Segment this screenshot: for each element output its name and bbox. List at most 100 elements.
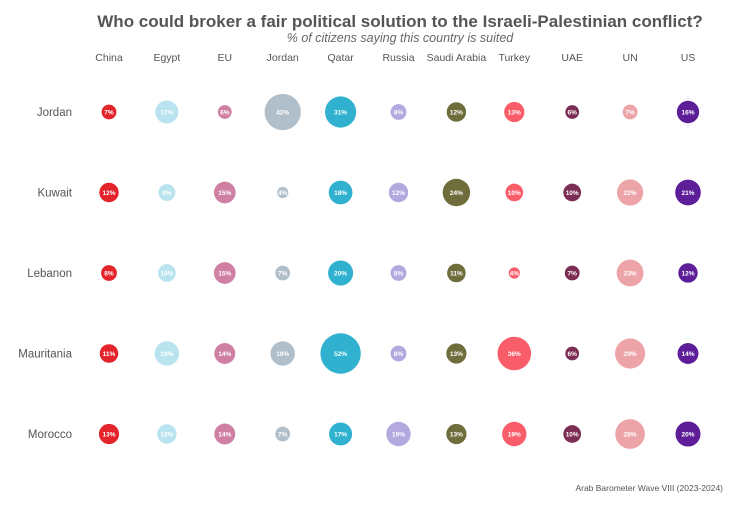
bubble-jordan-jordan-label: 42% <box>276 109 289 116</box>
bubble-lebanon-jordan-label: 7% <box>278 270 288 277</box>
bubble-jordan-jordan <box>264 93 301 131</box>
bubble-mauritania-qatar-label: 52% <box>334 351 347 358</box>
bubble-kuwait-egypt <box>158 184 176 201</box>
bubble-kuwait-qatar-label: 18% <box>334 190 347 197</box>
column-labels: China Egypt EU Jordan Qatar Russia Saudi Arabi… <box>95 52 695 64</box>
bubble-mauritania-saudi-arabia-label: 13% <box>450 351 463 358</box>
bubble-jordan-russia <box>390 104 407 120</box>
bubble-lebanon-eu-label: 15% <box>218 270 231 277</box>
bubble-jordan-saudi-arabia <box>446 102 467 122</box>
bubble-mauritania-un-label: 29% <box>624 351 637 358</box>
bubble-lebanon-egypt <box>158 264 176 282</box>
bubble-morocco-un-label: 28% <box>624 431 637 438</box>
bubble-morocco-saudi-arabia <box>446 423 467 445</box>
bubble-morocco-qatar <box>329 422 353 446</box>
bubble-kuwait-us <box>675 179 701 206</box>
bubble-mauritania-uae-label: 6% <box>567 351 577 358</box>
bubble-morocco-egypt-label: 12% <box>160 431 173 438</box>
bubble-morocco-us-label: 20% <box>681 431 694 438</box>
bubble-jordan-qatar <box>325 96 357 128</box>
bubble-mauritania-russia-label: 8% <box>394 351 404 358</box>
column-label-qatar: Qatar <box>327 52 354 64</box>
bubble-mauritania-china <box>99 344 119 363</box>
bubble-jordan-egypt-label: 17% <box>160 109 173 116</box>
bubble-kuwait-turkey-label: 10% <box>508 190 521 197</box>
bubble-kuwait-uae-label: 10% <box>566 190 579 197</box>
bubble-morocco-uae-label: 10% <box>566 431 579 438</box>
bubble-morocco-un <box>615 419 645 449</box>
bubble-kuwait-china <box>99 182 119 203</box>
bubble-jordan-us <box>676 100 700 124</box>
bubble-mauritania-un <box>615 338 646 369</box>
bubble-kuwait-russia-label: 12% <box>392 190 405 197</box>
bubble-lebanon-qatar-label: 20% <box>334 270 347 277</box>
bubble-mauritania-eu-label: 14% <box>218 351 231 358</box>
bubble-mauritania-china-label: 11% <box>103 351 116 358</box>
bubble-mauritania-saudi-arabia <box>446 343 467 364</box>
bubble-kuwait-un <box>616 179 644 206</box>
bubble-lebanon-us-label: 12% <box>681 270 694 277</box>
column-label-egypt: Egypt <box>153 52 180 64</box>
bubble-kuwait-saudi-arabia-label: 24% <box>450 190 463 197</box>
bubble-mauritania-egypt <box>154 341 180 366</box>
bubble-mauritania-qatar <box>320 333 361 374</box>
bubble-lebanon-egypt-label: 10% <box>160 270 173 277</box>
bubble-lebanon-turkey-label: 4% <box>510 270 520 277</box>
bubble-jordan-eu-label: 6% <box>220 109 230 116</box>
bubbles: 7% 17% 6% 42% 31% 8% 12% 13% 6% 7% 16% 12% 9% 15% 4% 18… <box>98 93 701 449</box>
row-label-kuwait: Kuwait <box>37 188 72 200</box>
bubble-mauritania-jordan-label: 19% <box>276 351 289 358</box>
row-label-mauritania: Mauritania <box>18 349 72 361</box>
bubble-lebanon-eu <box>213 262 236 284</box>
bubble-kuwait-jordan-label: 4% <box>278 190 288 197</box>
bubble-jordan-un-label: 7% <box>625 109 635 116</box>
chart-title: Who could broker a fair political soluti… <box>97 12 702 31</box>
row-label-lebanon: Lebanon <box>27 268 72 280</box>
bubble-morocco-russia <box>386 421 411 447</box>
column-label-eu: EU <box>218 52 233 64</box>
bubble-kuwait-eu-label: 15% <box>218 190 231 197</box>
bubble-jordan-saudi-arabia-label: 12% <box>450 109 463 116</box>
bubble-mauritania-uae <box>565 346 580 361</box>
bubble-morocco-russia-label: 19% <box>392 431 405 438</box>
bubble-kuwait-china-label: 12% <box>102 190 115 197</box>
bubble-jordan-turkey <box>504 101 525 123</box>
bubble-morocco-turkey-label: 19% <box>508 431 521 438</box>
bubble-morocco-eu-label: 14% <box>218 431 231 438</box>
bubble-jordan-china <box>101 104 117 120</box>
column-label-saudi-arabia: Saudi Arabia <box>427 52 487 64</box>
bubble-kuwait-uae <box>563 183 582 202</box>
bubble-kuwait-us-label: 21% <box>681 190 694 197</box>
bubble-morocco-china <box>98 423 120 445</box>
bubble-morocco-eu <box>214 423 236 445</box>
bubble-mauritania-us <box>677 343 699 364</box>
bubble-jordan-uae-label: 6% <box>567 109 577 116</box>
bubble-jordan-egypt <box>155 100 179 124</box>
column-label-un: UN <box>623 52 638 64</box>
bubble-kuwait-qatar <box>328 180 353 205</box>
bubble-morocco-turkey <box>502 421 527 447</box>
bubble-morocco-china-label: 13% <box>102 431 115 438</box>
source-note: Arab Barometer Wave VIII (2023-2024) <box>575 483 723 493</box>
bubble-lebanon-un-label: 23% <box>624 270 637 277</box>
bubble-lebanon-jordan <box>275 265 291 281</box>
row-label-jordan: Jordan <box>37 107 72 119</box>
bubble-jordan-turkey-label: 13% <box>508 109 521 116</box>
bubble-mauritania-turkey <box>497 336 532 371</box>
bubble-lebanon-china <box>101 265 117 281</box>
column-label-turkey: Turkey <box>498 52 530 64</box>
bubble-mauritania-russia <box>390 345 407 362</box>
bubble-morocco-jordan <box>275 426 291 442</box>
bubble-jordan-qatar-label: 31% <box>334 109 347 116</box>
column-label-us: US <box>681 52 696 64</box>
bubble-mauritania-us-label: 14% <box>681 351 694 358</box>
row-labels: Jordan Kuwait Lebanon Mauritania Morocco <box>18 107 72 441</box>
bubble-lebanon-qatar <box>328 260 354 286</box>
row-label-morocco: Morocco <box>28 429 72 441</box>
bubble-lebanon-russia-label: 8% <box>394 270 404 277</box>
bubble-kuwait-jordan <box>277 186 289 199</box>
bubble-jordan-uae <box>565 105 580 119</box>
bubble-morocco-uae <box>563 425 582 443</box>
bubble-morocco-egypt <box>157 424 177 444</box>
bubble-lebanon-un <box>616 259 644 287</box>
